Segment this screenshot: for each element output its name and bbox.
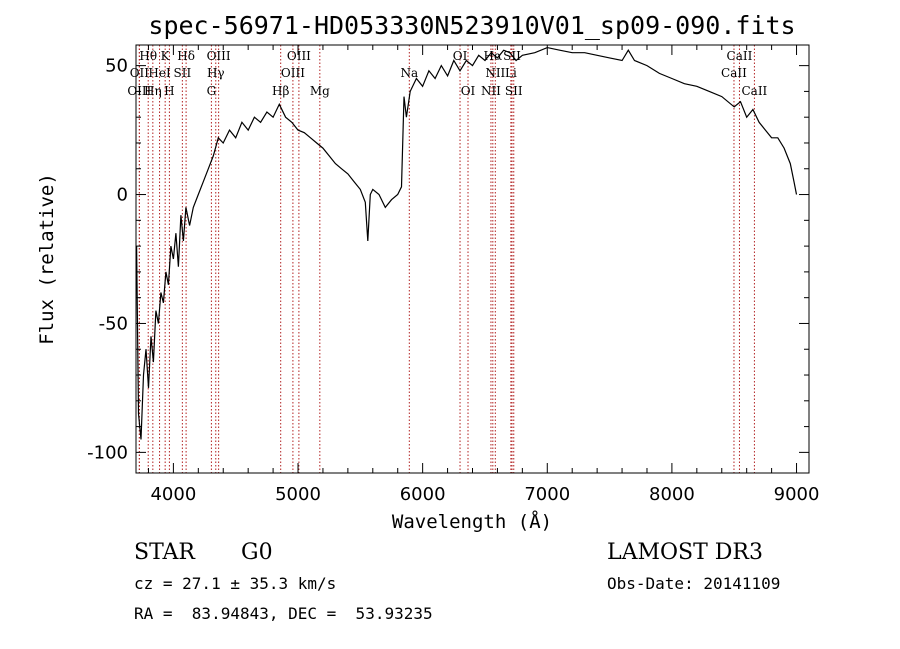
spectral-line-label: Hα — [484, 49, 503, 63]
x-tick-label: 9000 — [774, 484, 820, 505]
redshift-velocity: cz = 27.1 ± 35.3 km/s — [134, 574, 337, 593]
spectral-line-label: Hη — [144, 84, 162, 98]
x-tick-label: 7000 — [524, 484, 570, 505]
y-axis-ticks: -100 -50 0 50 — [87, 56, 809, 463]
spectral-line-label: CaII — [721, 66, 747, 80]
x-tick-label: 6000 — [400, 484, 446, 505]
coordinates: RA = 83.94843, DEC = 53.93235 — [134, 604, 433, 623]
spectral-line-label: CaII — [727, 49, 753, 63]
observation-date: Obs-Date: 20141109 — [607, 574, 781, 593]
spectral-line-label: G — [207, 84, 217, 98]
y-tick-label: -50 — [99, 313, 128, 334]
x-axis-ticks: 4000 5000 6000 7000 8000 9000 — [147, 45, 820, 505]
y-tick-label: 50 — [105, 56, 128, 77]
spectral-line-label: Hβ — [272, 84, 289, 98]
spectral-line-label: Li — [505, 66, 517, 80]
spectral-line-label: Hγ — [207, 66, 225, 80]
spectral-line-label: OIII — [281, 66, 305, 80]
object-subclass: G0 — [241, 540, 273, 565]
spectral-line-label: OI — [461, 84, 476, 98]
plot-frame — [135, 44, 810, 474]
survey-name: LAMOST DR3 — [607, 540, 763, 565]
spectral-line-label: OII — [130, 66, 150, 80]
chart-title: spec-56971-HD053330N523910V01_sp09-090.f… — [148, 11, 795, 40]
spectral-line-label: OI — [453, 49, 468, 63]
x-tick-label: 4000 — [150, 484, 196, 505]
flux-line — [136, 46, 798, 440]
spectral-line-label: HeI — [148, 66, 171, 80]
spectral-line-label: OIII — [287, 49, 311, 63]
spectral-line-label: CaII — [741, 84, 767, 98]
spectral-line-label: NII — [481, 84, 501, 98]
spectral-line-label: K — [161, 49, 171, 63]
x-tick-label: 8000 — [649, 484, 695, 505]
y-tick-label: -100 — [87, 442, 128, 463]
spectral-line-label: Hδ — [177, 49, 195, 63]
flux-series — [136, 46, 798, 440]
x-axis-label: Wavelength (Å) — [392, 510, 552, 533]
spectral-line-label: SII — [505, 84, 523, 98]
y-tick-label: 0 — [117, 185, 128, 206]
spectral-line-markers — [138, 45, 755, 473]
spectral-line-label: Na — [400, 66, 418, 80]
spectral-line-label: SII — [174, 66, 192, 80]
spectral-line-label: Mg — [310, 84, 330, 98]
spectral-line-label: OIII — [207, 49, 231, 63]
spectral-line-label: NII — [485, 66, 505, 80]
spectral-line-label: H — [164, 84, 174, 98]
spectral-line-label: Hθ — [139, 49, 157, 63]
y-axis-label: Flux (relative) — [36, 173, 58, 345]
x-tick-label: 5000 — [275, 484, 321, 505]
object-class: STAR — [134, 540, 195, 565]
